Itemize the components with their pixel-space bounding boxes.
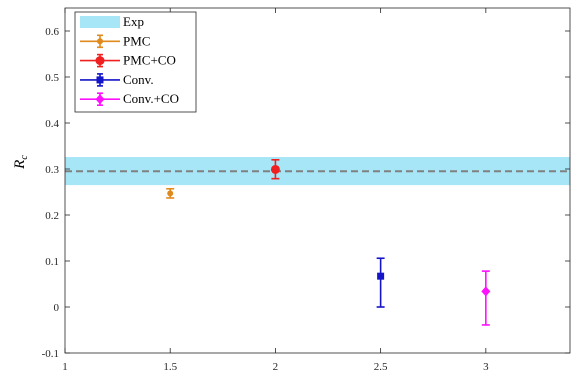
ticks-layer: 1 1.5 2 2.5 3 -0.1 0 0.1 0.2 0.3 0.4 0.5 0.6 [42,8,570,373]
y-tick-label: 0 [54,302,60,314]
x-tick-label: 3 [483,361,489,373]
x-tick-label: 1.5 [163,361,177,373]
series-pmc-co-point [270,164,280,174]
legend-box [74,11,197,113]
x-tick-label: 2 [273,361,279,373]
plot-frame [64,7,571,354]
series-layer [166,159,491,326]
legend-label-pmc-co: PMC+CO [123,53,176,68]
legend-swatch-exp [80,16,120,28]
legend-marker-conv [96,76,104,84]
legend-marker-pmc [97,38,103,45]
legend-label-conv: Conv. [123,72,154,87]
y-tick-label: 0.4 [45,118,59,130]
x-tick-label: 1 [62,361,68,373]
legend-marker-pmc-co [95,56,105,66]
y-tick-label: -0.1 [42,348,59,360]
y-tick-label: 0.5 [45,72,59,84]
series-pmc [166,187,175,199]
y-axis-label-main: R [12,160,28,170]
series-conv-co-point [481,286,491,297]
x-tick-label: 2.5 [374,361,388,373]
legend-item-exp: Exp [80,14,144,29]
series-conv [376,257,385,308]
legend: Exp PMC PMC+CO Conv. Conv.+CO [74,11,197,113]
legend-item-conv: Conv. [80,72,154,87]
legend-item-pmc: PMC [80,33,150,48]
legend-label-pmc: PMC [123,33,150,48]
series-conv-co [481,270,491,326]
y-tick-label: 0.1 [45,256,59,268]
series-conv-point [377,272,385,280]
y-tick-label: 0.2 [45,210,59,222]
legend-label-exp: Exp [123,14,144,29]
y-axis-label: Rc [12,155,30,170]
y-tick-label: 0.6 [45,26,59,38]
series-pmc-co [270,159,280,180]
y-axis-label-subscript: c [19,155,30,160]
y-tick-label: 0.3 [45,164,59,176]
legend-item-pmc-co: PMC+CO [80,53,176,68]
legend-label-conv-co: Conv.+CO [123,91,179,106]
exp-band-layer [65,157,570,186]
legend-item-conv-co: Conv.+CO [80,91,179,106]
legend-marker-conv-co [95,94,105,105]
series-pmc-point [167,190,174,197]
